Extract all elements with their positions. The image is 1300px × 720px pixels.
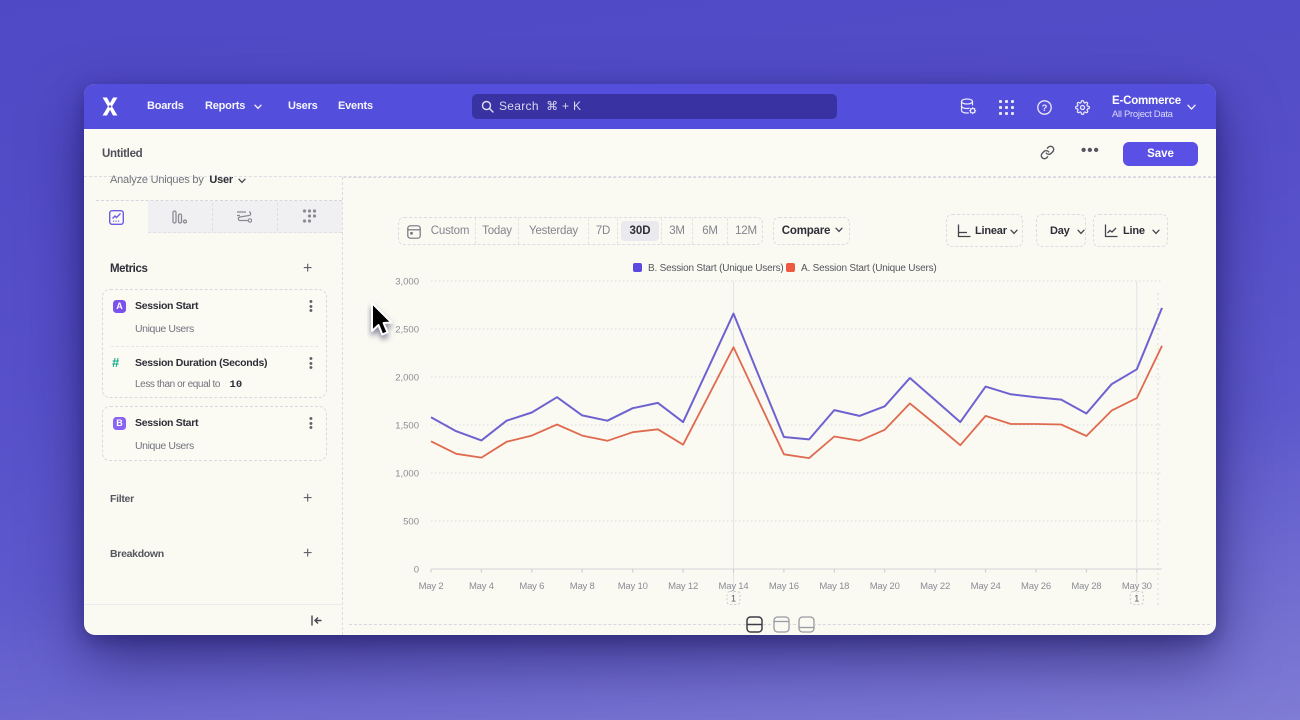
svg-text:May 22: May 22 <box>920 581 950 592</box>
svg-text:1: 1 <box>1134 594 1139 604</box>
svg-text:May 20: May 20 <box>870 581 900 592</box>
svg-text:1: 1 <box>731 594 736 604</box>
svg-text:1,500: 1,500 <box>395 421 419 432</box>
svg-text:May 6: May 6 <box>519 581 544 592</box>
svg-text:2,500: 2,500 <box>395 325 419 336</box>
svg-text:May 26: May 26 <box>1021 581 1051 592</box>
svg-text:May 18: May 18 <box>819 581 849 592</box>
svg-text:May 2: May 2 <box>419 581 444 592</box>
svg-text:1,000: 1,000 <box>395 469 419 480</box>
svg-text:May 28: May 28 <box>1071 581 1101 592</box>
svg-text:May 16: May 16 <box>769 581 799 592</box>
svg-text:500: 500 <box>403 517 419 528</box>
svg-text:May 8: May 8 <box>570 581 595 592</box>
svg-text:May 30: May 30 <box>1122 581 1152 592</box>
svg-text:May 24: May 24 <box>971 581 1001 592</box>
svg-text:2,000: 2,000 <box>395 373 419 384</box>
svg-text:?: ? <box>1042 103 1048 114</box>
svg-text:3,000: 3,000 <box>395 277 419 288</box>
svg-text:May 10: May 10 <box>618 581 648 592</box>
svg-text:May 14: May 14 <box>719 581 749 592</box>
svg-text:May 4: May 4 <box>469 581 494 592</box>
svg-text:0: 0 <box>414 565 419 576</box>
svg-text:May 12: May 12 <box>668 581 698 592</box>
